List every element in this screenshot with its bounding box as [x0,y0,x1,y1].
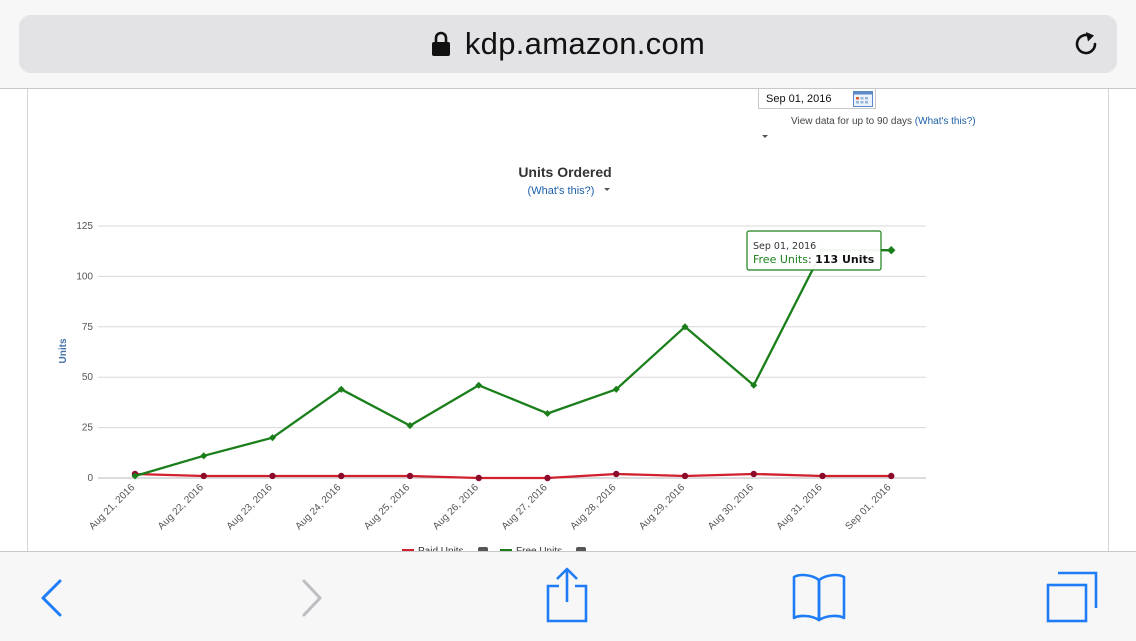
y-tick-label: 0 [87,473,93,484]
data-point[interactable] [269,472,276,480]
series-paid-units [131,470,895,482]
view-data-note: View data for up to 90 days (What's this… [791,116,976,127]
data-point[interactable] [750,470,757,478]
data-point[interactable] [131,472,139,480]
series-free-units [131,246,895,480]
subtitle-caret-icon[interactable] [604,188,610,191]
share-icon[interactable] [544,566,590,624]
tooltip-box [746,230,882,271]
y-tick-label: 75 [82,322,94,333]
data-point[interactable] [888,472,895,480]
date-value: Sep 01, 2016 [766,93,832,105]
data-point[interactable] [544,474,551,482]
x-tick-label: Aug 22, 2016 [156,482,206,532]
x-tick-label: Aug 28, 2016 [569,482,619,532]
data-point[interactable] [337,385,345,393]
browser-bottom-toolbar [0,551,1136,641]
url-text: kdp.amazon.com [464,26,706,61]
legend-checkbox[interactable] [478,547,488,551]
tooltip-sep: : [808,253,815,266]
data-point[interactable] [543,409,552,418]
tooltip-value: 113 Units [815,253,875,266]
data-point[interactable] [406,472,414,480]
x-tick-label: Aug 27, 2016 [500,482,550,532]
data-point[interactable] [200,452,208,460]
back-icon[interactable] [38,578,66,618]
data-point[interactable] [338,472,345,480]
whats-this-link[interactable]: (What's this?) [914,116,976,127]
page-content: Sep 01, 2016 View data for up to 90 days… [0,89,1136,551]
chart-subtitle-group[interactable]: (What's this?) [528,185,610,197]
chart-title: Units Ordered [518,164,611,180]
x-tick-label: Aug 21, 2016 [87,482,137,532]
tooltip-value-line: Free Units: 113 Units [753,253,875,266]
y-axis-label: Units [58,338,69,363]
x-tick-label: Aug 31, 2016 [775,482,825,532]
browser-top-bar: kdp.amazon.com [0,0,1136,89]
caret-down-icon[interactable] [762,135,768,138]
series-line [134,249,892,478]
data-point[interactable] [819,472,826,480]
data-point[interactable] [268,434,277,442]
data-point[interactable] [200,472,207,480]
tabs-icon[interactable] [1044,570,1100,624]
date-input[interactable]: Sep 01, 2016 [758,89,876,109]
data-point[interactable] [681,323,689,331]
chart-subtitle-link[interactable]: (What's this?) [528,185,595,197]
data-point[interactable] [612,385,620,393]
data-point[interactable] [475,474,482,482]
x-tick-label: Aug 24, 2016 [294,482,344,532]
bookmarks-icon[interactable] [791,572,847,622]
address-bar[interactable]: kdp.amazon.com [19,15,1117,73]
x-tick-label: Aug 29, 2016 [637,482,687,532]
legend-label: Paid Units [418,546,464,551]
chart-legend: Paid Units Free Units [402,546,586,551]
legend-label: Free Units [516,546,562,551]
lock-icon [431,31,450,56]
data-point[interactable] [475,381,483,389]
x-tick-label: Sep 01, 2016 [844,482,894,532]
y-tick-label: 50 [82,372,94,383]
x-tick-label: Aug 26, 2016 [431,482,481,532]
data-point[interactable] [750,381,758,389]
x-tick-label: Aug 25, 2016 [362,482,412,532]
reload-icon[interactable] [1071,29,1101,59]
panel-border-left [27,89,28,551]
y-tick-label: 125 [76,221,93,232]
x-tick-label: Aug 30, 2016 [706,482,756,532]
x-tick-label: Aug 23, 2016 [225,482,275,532]
data-point[interactable] [613,470,620,478]
panel-border-right [1108,89,1109,551]
forward-icon[interactable] [298,578,326,618]
highlight-point[interactable] [887,245,896,255]
calendar-icon[interactable] [853,91,873,107]
tooltip-date: Sep 01, 2016 [753,241,816,252]
units-ordered-chart: Units Ordered (What's this?) Units 0 25 50… [58,164,926,551]
series-line [134,472,892,480]
y-tick-label: 25 [82,423,94,434]
data-point[interactable] [681,472,689,480]
tooltip-series: Free Units [753,253,808,266]
data-point[interactable] [406,422,414,430]
y-tick-label: 100 [76,271,93,282]
legend-checkbox[interactable] [576,547,586,551]
